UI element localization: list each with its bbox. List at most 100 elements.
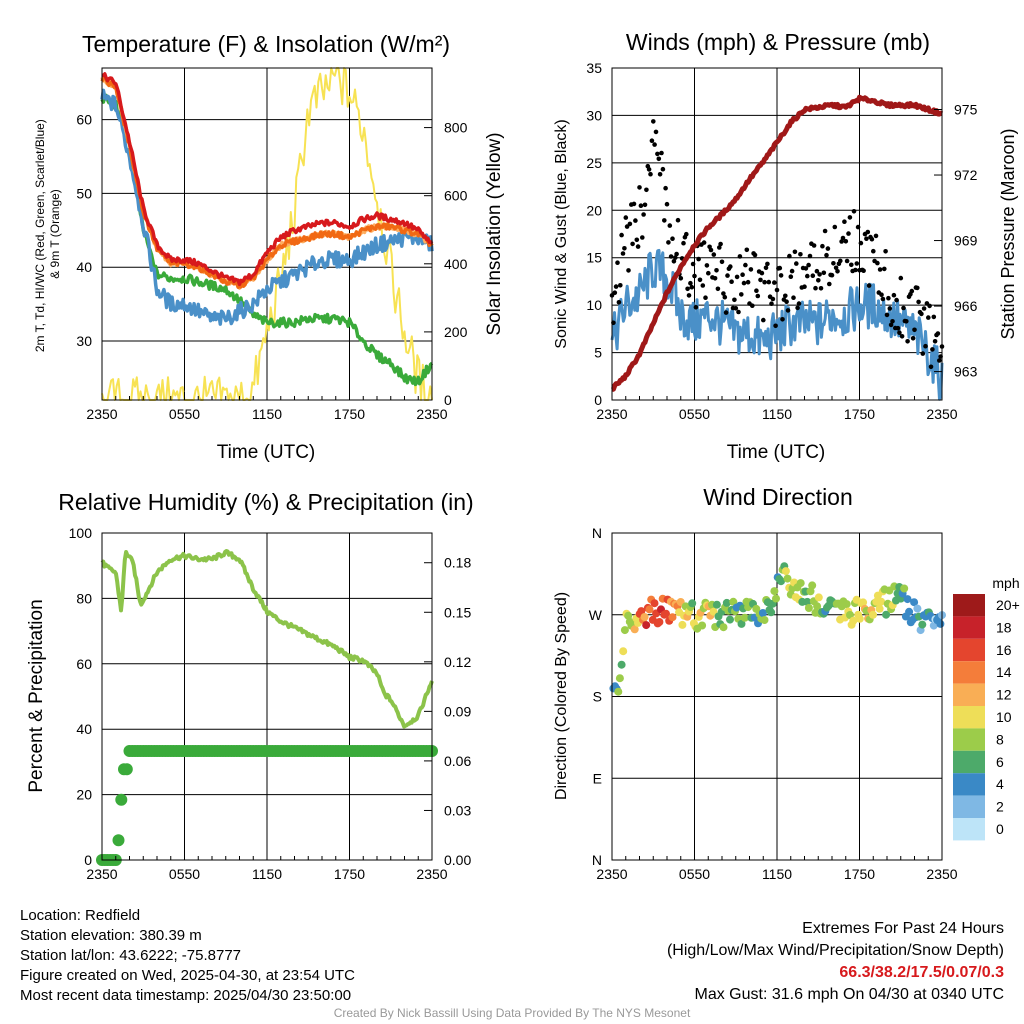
gust-point [821, 270, 827, 276]
gust-point [817, 272, 822, 277]
x-tick-label: 2350 [86, 406, 117, 422]
winds-y2-label: Station Pressure (Maroon) [998, 128, 1018, 339]
gust-point [763, 265, 769, 271]
gust-point [909, 288, 915, 294]
gust-point [646, 167, 652, 172]
gust-point [631, 201, 637, 207]
y-tick-label: 0 [594, 392, 602, 408]
y-tick-label: 25 [586, 155, 602, 171]
temperature-y-label-line2: & 9m T (Orange) [48, 189, 62, 279]
gust-point [693, 305, 699, 310]
y-tick-label: 20 [76, 787, 92, 803]
gust-point [653, 129, 659, 135]
gust-point [883, 249, 888, 254]
temperature-y-label: 2m T, Td, HI/WC (Red, Green, Scarlet/Blu… [33, 116, 62, 352]
colorbar-label: 18 [996, 619, 1012, 635]
y-tick-label: 100 [69, 525, 93, 541]
gust-point [660, 166, 666, 172]
extremes-values: 66.3/38.2/17.5/0.07/0.3 [839, 964, 1004, 981]
gust-point [855, 224, 861, 230]
direction-point [849, 616, 858, 625]
gust-point [686, 293, 692, 298]
colorbar-swatch [953, 706, 985, 729]
gust-point [717, 245, 722, 250]
gust-point [765, 261, 770, 267]
gust-point [794, 261, 799, 266]
gust-point [877, 267, 883, 272]
temperature-x-ticks: 2350 0550 1150 1750 2350 [86, 392, 448, 422]
y-tick-label: 15 [586, 250, 602, 266]
gust-point [916, 299, 921, 305]
direction-point [645, 605, 654, 614]
direction-point [808, 581, 817, 590]
gust-point [618, 283, 623, 288]
direction-point [918, 620, 927, 629]
gust-point [739, 292, 744, 297]
gust-point [690, 261, 696, 267]
gust-point [832, 224, 838, 230]
gust-point [671, 259, 677, 264]
gust-point [847, 215, 853, 220]
gust-point [623, 215, 629, 220]
gust-point [802, 284, 807, 290]
gust-point [861, 268, 866, 274]
gust-point [920, 351, 926, 356]
colorbar-label: 6 [996, 754, 1004, 770]
humidity-panel: Relative Humidity (%) & Precipitation (i… [26, 489, 474, 882]
gust-point [714, 268, 719, 273]
colorbar-label: 4 [996, 776, 1004, 792]
gust-point [728, 264, 733, 269]
direction-panel: Wind Direction 2350 0550 1150 1750 2350 N E S W… [553, 484, 1020, 882]
direction-point [655, 618, 664, 626]
direction-point [740, 613, 749, 622]
gust-point [700, 283, 706, 288]
direction-point [855, 614, 864, 623]
temperature-title: Temperature (F) & Insolation (W/m²) [82, 31, 450, 57]
direction-y-ticks: N E S W N [589, 525, 603, 868]
x-tick-label: 0550 [679, 866, 710, 882]
x-tick-label: 1750 [334, 406, 365, 422]
gust-point [729, 279, 734, 285]
humidity-series [96, 549, 438, 866]
direction-point [869, 610, 877, 619]
x-tick-label: 2350 [86, 866, 117, 882]
gust-point [732, 297, 737, 303]
direction-point [650, 599, 659, 608]
gust-point [769, 301, 774, 307]
direction-point [803, 597, 812, 606]
gust-point [928, 364, 934, 370]
direction-point [813, 602, 822, 611]
gust-point [873, 233, 879, 239]
gust-point [840, 235, 846, 241]
gust-point [888, 322, 894, 328]
gust-point [630, 241, 635, 247]
gust-point [718, 241, 723, 247]
gust-point [743, 262, 748, 268]
direction-point [877, 597, 886, 606]
temperature-y2-label: Solar Insolation (Yellow) [484, 132, 505, 335]
gust-point [666, 240, 671, 245]
humidity-y-label: Percent & Precipitation [26, 599, 47, 792]
gust-point [766, 279, 772, 285]
gust-point [806, 262, 811, 268]
x-tick-label: 0550 [679, 406, 710, 422]
gust-point [895, 325, 901, 331]
colorbar-swatch [953, 818, 985, 841]
gust-point [869, 236, 875, 242]
gust-point [814, 268, 820, 274]
direction-point [804, 604, 813, 612]
direction-point [796, 579, 805, 588]
recent-timestamp: Most recent data timestamp: 2025/04/30 2… [20, 987, 352, 1004]
gust-point [619, 232, 624, 238]
gust-point [722, 294, 728, 300]
gust-point [838, 258, 843, 264]
gust-point [692, 273, 697, 279]
y2-tick-label: 0.09 [444, 703, 471, 719]
gust-point [835, 269, 840, 274]
gust-point [644, 187, 649, 193]
gust-point [910, 336, 916, 341]
direction-point [875, 604, 884, 613]
gust-point [864, 236, 869, 241]
direction-series [609, 562, 946, 696]
direction-point [620, 626, 629, 635]
